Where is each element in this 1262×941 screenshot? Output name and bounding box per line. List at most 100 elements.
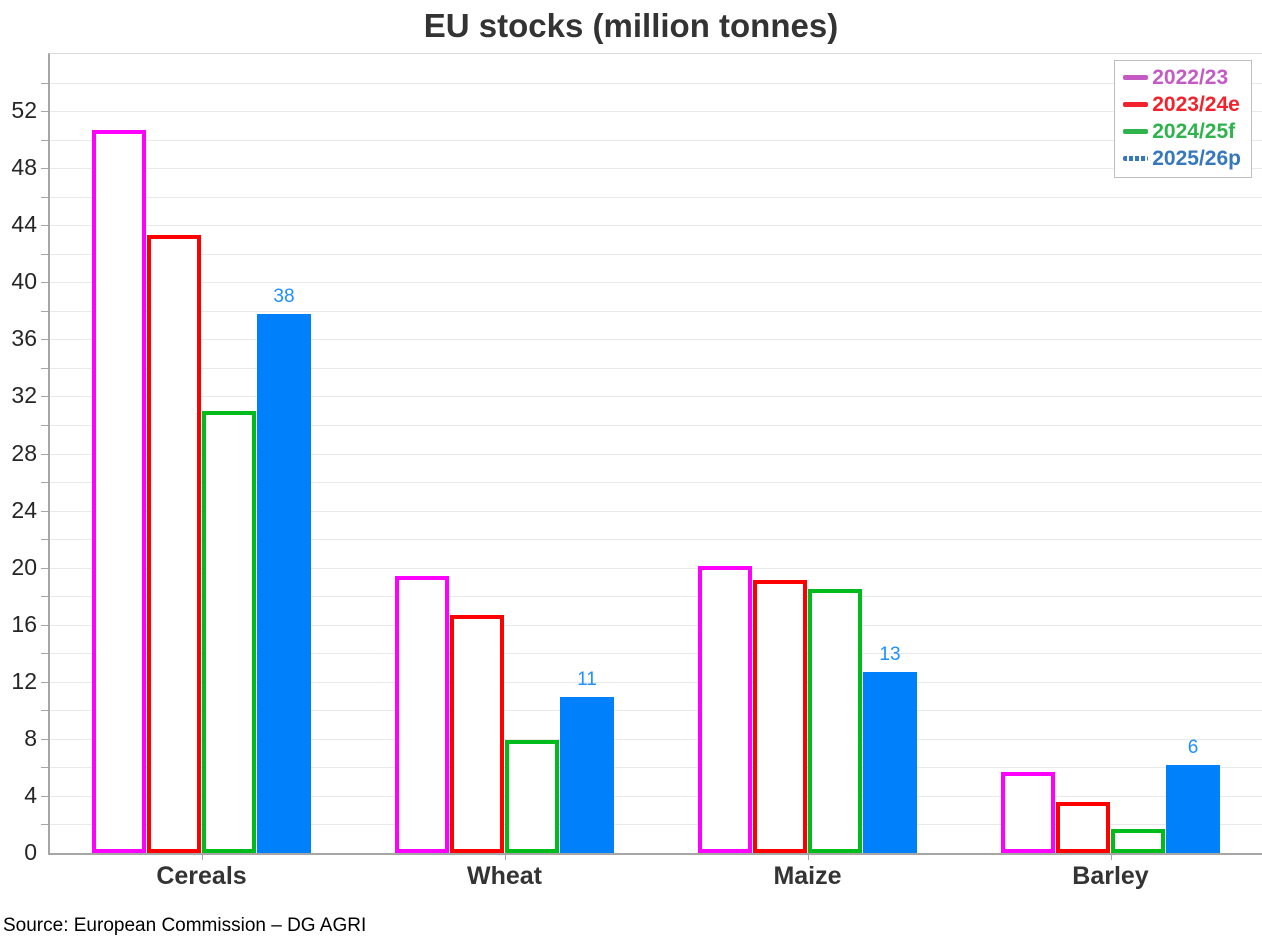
x-axis-label-barley: Barley: [1072, 862, 1149, 890]
y-axis-label-0: 0: [24, 838, 37, 865]
gridline-y-34: [50, 367, 1262, 369]
gridline-y-54: [50, 82, 1262, 84]
gridline-y-16: [50, 624, 1262, 626]
y-axis-tick-42: [41, 253, 50, 255]
y-axis-label-16: 16: [11, 610, 37, 637]
bar-wheat-2024-25f: [505, 740, 559, 853]
gridline-y-6: [50, 767, 1262, 769]
gridline-y-14: [50, 653, 1262, 655]
gridline-y-36: [50, 339, 1262, 341]
y-axis-tick-4: [41, 795, 50, 797]
legend: 2022/23 2023/24e 2024/25f 2025/26p: [1114, 60, 1252, 178]
y-axis-tick-46: [41, 196, 50, 198]
bar-barley-2022-23: [1001, 771, 1055, 853]
gridline-y-20: [50, 567, 1262, 569]
legend-item-2023-24e: 2023/24e: [1123, 91, 1241, 118]
x-axis-tick-maize: [807, 853, 809, 860]
gridline-y-4: [50, 795, 1262, 797]
legend-item-2025-26p: 2025/26p: [1123, 145, 1241, 172]
y-axis-label-28: 28: [11, 439, 37, 466]
y-axis-tick-54: [41, 82, 50, 84]
y-axis-tick-2: [41, 824, 50, 826]
y-axis-tick-34: [41, 367, 50, 369]
bar-wheat-2022-23: [395, 576, 449, 853]
y-axis-label-36: 36: [11, 325, 37, 352]
x-axis-tick-cereals: [201, 853, 203, 860]
x-axis-label-maize: Maize: [773, 862, 842, 890]
y-axis-label-8: 8: [24, 724, 37, 751]
gridline-y-28: [50, 453, 1262, 455]
gridline-y-44: [50, 225, 1262, 227]
y-axis-label-20: 20: [11, 553, 37, 580]
y-axis-tick-28: [41, 453, 50, 455]
y-axis-tick-52: [41, 111, 50, 113]
y-axis-tick-8: [41, 738, 50, 740]
x-axis-tick-barley: [1110, 853, 1112, 860]
gridline-y-26: [50, 482, 1262, 484]
legend-item-2024-25f: 2024/25f: [1123, 118, 1241, 145]
y-axis-tick-12: [41, 681, 50, 683]
gridline-y-18: [50, 596, 1262, 598]
gridline-y-52: [50, 111, 1262, 113]
y-axis-label-24: 24: [11, 496, 37, 523]
bar-cereals-2023-24e: [147, 235, 201, 853]
legend-swatch-icon: [1123, 102, 1149, 107]
source-note: Source: European Commission – DG AGRI: [3, 915, 367, 936]
bar-wheat-2023-24e: [450, 614, 504, 853]
y-axis-tick-38: [41, 310, 50, 312]
gridline-y-50: [50, 139, 1262, 141]
bar-maize-2023-24e: [753, 580, 807, 853]
gridline-y-24: [50, 510, 1262, 512]
x-axis-tick-wheat: [504, 853, 506, 860]
gridline-y-30: [50, 424, 1262, 426]
bar-barley-2025-26p: [1166, 764, 1220, 853]
y-axis-tick-32: [41, 396, 50, 398]
gridline-y-42: [50, 253, 1262, 255]
gridline-y-48: [50, 168, 1262, 170]
plot-area: 2022/23 2023/24e 2024/25f 2025/26p 0 4 8 12 16 2…: [11, 53, 1262, 890]
y-axis-label-44: 44: [11, 211, 37, 238]
gridline-y-38: [50, 310, 1262, 312]
legend-label: 2025/26p: [1152, 147, 1241, 170]
y-axis-tick-18: [41, 596, 50, 598]
y-axis-label-32: 32: [11, 382, 37, 409]
bar-barley-2023-24e: [1056, 801, 1110, 853]
y-axis-tick-22: [41, 539, 50, 541]
y-axis-tick-14: [41, 653, 50, 655]
gridline-y-2: [50, 824, 1262, 826]
legend-swatch-icon: [1123, 156, 1149, 161]
y-axis-tick-48: [41, 168, 50, 170]
legend-label: 2024/25f: [1152, 120, 1236, 143]
y-axis-label-40: 40: [11, 268, 37, 295]
bar-maize-2022-23: [698, 566, 752, 853]
y-axis-label-48: 48: [11, 154, 37, 181]
bar-cereals-2024-25f: [202, 410, 256, 853]
bar-cereals-2025-26p: [257, 313, 311, 853]
x-axis-label-wheat: Wheat: [467, 862, 542, 890]
bar-barley-2024-25f: [1111, 828, 1165, 853]
data-label-maize: 13: [879, 643, 901, 665]
bar-maize-2024-25f: [808, 589, 862, 853]
bar-maize-2025-26p: [863, 671, 917, 853]
gridline-y-46: [50, 196, 1262, 198]
gridline-y-22: [50, 539, 1262, 541]
gridline-y-32: [50, 396, 1262, 398]
gridline-y-12: [50, 681, 1262, 683]
y-axis-tick-24: [41, 510, 50, 512]
chart-title: EU stocks (million tonnes): [423, 7, 839, 44]
y-axis-tick-20: [41, 567, 50, 569]
y-axis-tick-50: [41, 139, 50, 141]
y-axis-label-52: 52: [11, 97, 37, 124]
bar-cereals-2022-23: [92, 129, 146, 853]
y-axis-label-4: 4: [24, 781, 37, 808]
x-axis-label-cereals: Cereals: [156, 862, 247, 890]
y-axis-tick-36: [41, 339, 50, 341]
y-axis-tick-44: [41, 225, 50, 227]
legend-label: 2022/23: [1152, 66, 1229, 89]
legend-swatch-icon: [1123, 75, 1149, 80]
y-axis-tick-30: [41, 424, 50, 426]
legend-swatch-icon: [1123, 129, 1149, 134]
bar-wheat-2025-26p: [560, 697, 614, 853]
y-axis-tick-6: [41, 767, 50, 769]
legend-label: 2023/24e: [1152, 93, 1240, 116]
